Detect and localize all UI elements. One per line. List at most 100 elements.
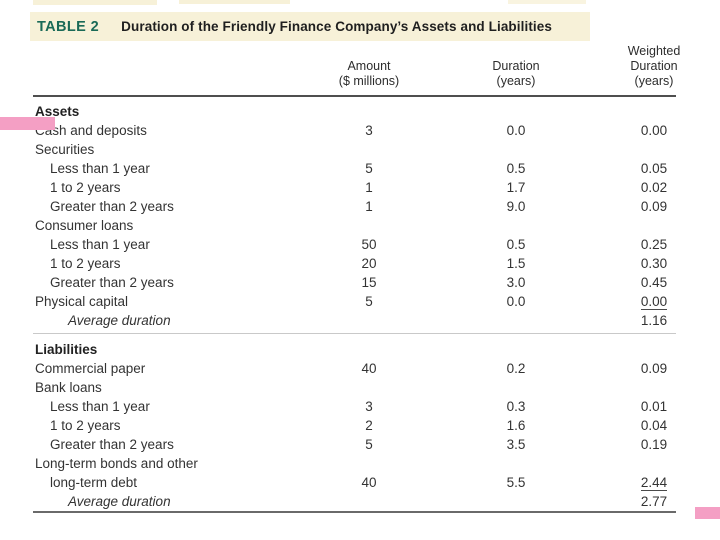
weighted-header-line1: Weighted bbox=[627, 44, 681, 58]
row-label: Greater than 2 years bbox=[50, 275, 174, 290]
amount-value: 5 bbox=[365, 437, 373, 452]
table-row: Average duration 1.16 bbox=[33, 311, 681, 330]
duration-header-line2: (years) bbox=[496, 74, 536, 88]
weighted-value: 0.02 bbox=[640, 180, 668, 195]
table-row: Commercial paper 40 0.2 0.09 bbox=[33, 359, 681, 378]
row-label: Less than 1 year bbox=[50, 399, 150, 414]
table-row: Cash and deposits 3 0.0 0.00 bbox=[33, 121, 681, 140]
underlined-value: 0.00 bbox=[640, 293, 668, 310]
weighted-value: 0.09 bbox=[640, 199, 668, 214]
amount-value: 2 bbox=[365, 418, 373, 433]
table-row: Securities bbox=[33, 140, 681, 159]
row-label: Commercial paper bbox=[35, 361, 146, 376]
section-divider bbox=[33, 330, 681, 340]
amount-column-header: Amount ($ millions) bbox=[333, 59, 405, 94]
amount-value: 15 bbox=[361, 275, 377, 290]
row-label: Long-term bonds and other bbox=[35, 456, 198, 471]
weighted-value: 2.44 bbox=[627, 475, 681, 491]
weighted-value: 0.00 bbox=[640, 123, 668, 138]
duration-value: 0.5 bbox=[506, 237, 526, 252]
weighted-value: 0.25 bbox=[640, 237, 668, 252]
table-row: 1 to 2 years 1 1.7 0.02 bbox=[33, 178, 681, 197]
row-label: 1 to 2 years bbox=[50, 180, 121, 195]
table-row: Liabilities bbox=[33, 340, 681, 359]
amount-value: 3 bbox=[365, 123, 373, 138]
top-edge-fragment bbox=[33, 0, 157, 5]
table-row: Long-term bonds and other bbox=[33, 454, 681, 473]
table-title: Duration of the Friendly Finance Company… bbox=[121, 19, 552, 34]
row-label: long-term debt bbox=[50, 475, 138, 490]
row-label: Bank loans bbox=[35, 380, 102, 395]
weighted-value: 0.01 bbox=[640, 399, 668, 414]
table-row: Less than 1 year 50 0.5 0.25 bbox=[33, 235, 681, 254]
table-row: 1 to 2 years 20 1.5 0.30 bbox=[33, 254, 681, 273]
amount-value: 3 bbox=[365, 399, 373, 414]
duration-value: 0.3 bbox=[506, 399, 526, 414]
weighted-value: 0.09 bbox=[640, 361, 668, 376]
row-label: Cash and deposits bbox=[35, 123, 147, 138]
weighted-value: 1.16 bbox=[640, 313, 668, 328]
row-label: Greater than 2 years bbox=[50, 199, 174, 214]
duration-value: 5.5 bbox=[506, 475, 526, 490]
table-row: Average duration 2.77 bbox=[33, 492, 681, 511]
weighted-header-line2: Duration bbox=[630, 59, 678, 73]
duration-value: 3.0 bbox=[506, 275, 526, 290]
table-row: Greater than 2 years 15 3.0 0.45 bbox=[33, 273, 681, 292]
amount-value: 50 bbox=[361, 237, 377, 252]
amount-header-line1: Amount bbox=[347, 59, 391, 73]
row-label: Average duration bbox=[68, 494, 171, 509]
row-label: Consumer loans bbox=[35, 218, 134, 233]
amount-value: 20 bbox=[361, 256, 377, 271]
table-row: Assets bbox=[33, 102, 681, 121]
row-label: Less than 1 year bbox=[50, 161, 150, 176]
weighted-value: 0.00 bbox=[627, 294, 681, 310]
table-row: Physical capital 5 0.0 0.00 bbox=[33, 292, 681, 311]
duration-column-header: Duration (years) bbox=[405, 59, 627, 94]
row-label: Less than 1 year bbox=[50, 237, 150, 252]
amount-value: 40 bbox=[361, 475, 377, 490]
duration-value: 0.0 bbox=[506, 294, 526, 309]
table-number-label: TABLE 2 bbox=[37, 18, 100, 35]
amount-value: 1 bbox=[365, 180, 373, 195]
table-row: Bank loans bbox=[33, 378, 681, 397]
table-row: Greater than 2 years 1 9.0 0.09 bbox=[33, 197, 681, 216]
amount-value: 40 bbox=[361, 361, 377, 376]
pink-accent-bar-bottom-right bbox=[695, 507, 720, 519]
top-edge-fragment bbox=[179, 0, 290, 4]
table-body: Assets Cash and deposits 3 0.0 0.00 Securitie… bbox=[33, 102, 681, 511]
weighted-value: 0.04 bbox=[640, 418, 668, 433]
duration-value: 0.2 bbox=[506, 361, 526, 376]
amount-value: 5 bbox=[365, 294, 373, 309]
duration-value: 3.5 bbox=[506, 437, 526, 452]
duration-value: 0.5 bbox=[506, 161, 526, 176]
pink-accent-bar-left bbox=[0, 117, 55, 130]
column-header-row: Amount ($ millions) Duration (years) Wei… bbox=[33, 44, 681, 94]
duration-value: 1.7 bbox=[506, 180, 526, 195]
top-edge-fragment bbox=[508, 0, 586, 4]
weighted-value: 0.30 bbox=[640, 256, 668, 271]
table-row: Greater than 2 years 5 3.5 0.19 bbox=[33, 435, 681, 454]
duration-value: 9.0 bbox=[506, 199, 526, 214]
table-row: Consumer loans bbox=[33, 216, 681, 235]
weighted-value: 2.77 bbox=[640, 494, 668, 509]
table-title-band: TABLE 2 Duration of the Friendly Finance… bbox=[30, 12, 590, 41]
row-label: Greater than 2 years bbox=[50, 437, 174, 452]
row-label: Liabilities bbox=[35, 342, 98, 357]
header-rule bbox=[33, 95, 676, 97]
row-label: Average duration bbox=[68, 313, 171, 328]
amount-header-line2: ($ millions) bbox=[338, 74, 400, 88]
row-label: Assets bbox=[35, 104, 80, 119]
table-row: long-term debt 40 5.5 2.44 bbox=[33, 473, 681, 492]
weighted-value: 0.05 bbox=[640, 161, 668, 176]
bottom-rule bbox=[33, 511, 676, 513]
amount-value: 5 bbox=[365, 161, 373, 176]
row-label-column-header bbox=[33, 89, 333, 94]
duration-value: 1.5 bbox=[506, 256, 526, 271]
row-label: Physical capital bbox=[35, 294, 129, 309]
amount-value: 1 bbox=[365, 199, 373, 214]
duration-value: 0.0 bbox=[506, 123, 526, 138]
row-label: Securities bbox=[35, 142, 95, 157]
table-row: 1 to 2 years 2 1.6 0.04 bbox=[33, 416, 681, 435]
weighted-duration-column-header: Weighted Duration (years) bbox=[627, 44, 681, 94]
duration-header-line1: Duration bbox=[492, 59, 540, 73]
